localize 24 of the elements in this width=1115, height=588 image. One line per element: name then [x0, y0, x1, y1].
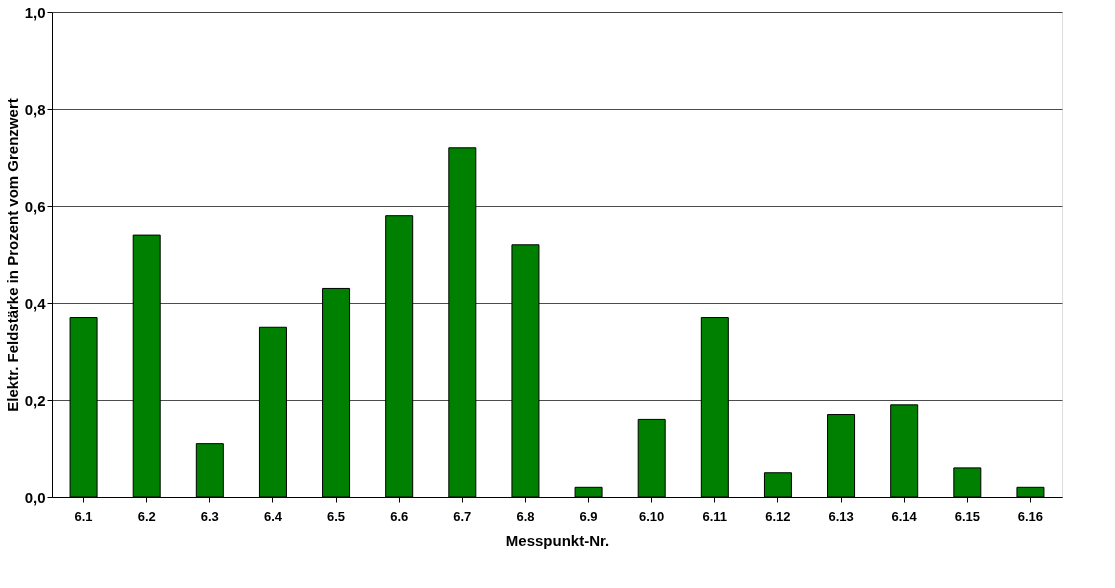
x-tick-label: 6.8 — [516, 508, 535, 524]
x-tick-label: 6.10 — [639, 508, 665, 524]
y-tick-label: 0,4 — [24, 294, 47, 312]
x-tick-label: 6.7 — [453, 508, 472, 524]
x-tick-label: 6.1 — [74, 508, 93, 524]
y-tick-label: 0,2 — [24, 391, 46, 409]
x-tick-label: 6.2 — [137, 508, 156, 524]
x-tick-label: 6.11 — [702, 508, 728, 524]
x-tick-label: 6.14 — [891, 508, 918, 524]
x-tick-label: 6.4 — [263, 508, 283, 524]
x-tick-label: 6.5 — [327, 508, 346, 524]
x-tick-label: 6.12 — [765, 508, 791, 524]
y-tick-label: 1,0 — [24, 3, 46, 21]
x-tick-label: 6.3 — [200, 508, 219, 524]
x-tick-label: 6.16 — [1017, 508, 1044, 524]
x-axis-title: Messpunkt-Nr. — [505, 531, 610, 549]
y-tick-label: 0,8 — [24, 100, 46, 118]
x-tick-label: 6.6 — [390, 508, 409, 524]
x-tick-label: 6.9 — [579, 508, 598, 524]
x-tick-label: 6.15 — [954, 508, 980, 524]
y-tick-label: 0,6 — [24, 197, 46, 215]
x-tick-label: 6.13 — [828, 508, 854, 524]
y-tick-label: 0,0 — [24, 488, 46, 506]
y-axis-title: Elektr. Feldstärke in Prozent vom Grenzwert — [3, 98, 21, 412]
